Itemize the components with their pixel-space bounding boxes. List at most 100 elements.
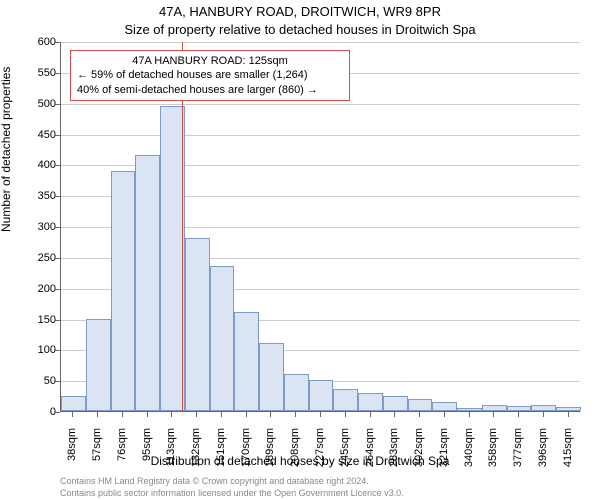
x-tick-label: 208sqm — [289, 428, 301, 478]
x-tick-mark — [568, 412, 569, 417]
y-axis-title: Number of detached properties — [0, 67, 13, 232]
x-tick-label: 321sqm — [438, 428, 450, 478]
y-tick-mark — [55, 320, 60, 321]
histogram-bar — [284, 374, 309, 411]
y-tick-mark — [55, 381, 60, 382]
x-tick-label: 377sqm — [512, 428, 524, 478]
histogram-bar — [135, 155, 160, 411]
y-tick-label: 400 — [16, 159, 56, 171]
annotation-line: ← 59% of detached houses are smaller (1,… — [77, 68, 343, 82]
x-tick-label: 340sqm — [463, 428, 475, 478]
x-tick-label: 396sqm — [537, 428, 549, 478]
x-tick-label: 189sqm — [264, 428, 276, 478]
histogram-bar — [61, 396, 86, 411]
y-tick-label: 100 — [16, 344, 56, 356]
histogram-bar — [160, 106, 185, 411]
x-tick-label: 170sqm — [240, 428, 252, 478]
x-tick-label: 38sqm — [66, 428, 78, 478]
y-tick-label: 250 — [16, 252, 56, 264]
y-tick-label: 150 — [16, 314, 56, 326]
gridline — [61, 135, 580, 136]
x-tick-mark — [518, 412, 519, 417]
x-tick-label: 95sqm — [141, 428, 153, 478]
x-tick-mark — [171, 412, 172, 417]
histogram-bar — [432, 402, 457, 411]
x-tick-mark — [72, 412, 73, 417]
y-tick-label: 450 — [16, 129, 56, 141]
x-tick-mark — [444, 412, 445, 417]
y-tick-mark — [55, 258, 60, 259]
annotation-line: 40% of semi-detached houses are larger (… — [77, 83, 343, 97]
y-tick-label: 500 — [16, 98, 56, 110]
x-tick-mark — [370, 412, 371, 417]
chart-title-main: 47A, HANBURY ROAD, DROITWICH, WR9 8PR — [0, 4, 600, 19]
x-tick-mark — [147, 412, 148, 417]
x-tick-label: 132sqm — [190, 428, 202, 478]
y-tick-label: 200 — [16, 283, 56, 295]
x-tick-label: 415sqm — [562, 428, 574, 478]
x-tick-mark — [493, 412, 494, 417]
x-tick-label: 227sqm — [314, 428, 326, 478]
y-tick-mark — [55, 104, 60, 105]
histogram-bar — [482, 405, 507, 411]
histogram-bar — [309, 380, 334, 411]
y-tick-mark — [55, 196, 60, 197]
x-tick-mark — [394, 412, 395, 417]
x-tick-mark — [97, 412, 98, 417]
y-tick-mark — [55, 289, 60, 290]
x-tick-mark — [295, 412, 296, 417]
y-tick-mark — [55, 73, 60, 74]
x-tick-mark — [246, 412, 247, 417]
histogram-bar — [86, 319, 111, 412]
y-tick-label: 300 — [16, 221, 56, 233]
histogram-bar — [210, 266, 235, 411]
histogram-bar — [507, 406, 532, 411]
x-tick-label: 57sqm — [91, 428, 103, 478]
histogram-bar — [259, 343, 284, 411]
x-tick-label: 76sqm — [116, 428, 128, 478]
x-tick-mark — [221, 412, 222, 417]
gridline — [61, 104, 580, 105]
histogram-bar — [383, 396, 408, 411]
footer-line-2: Contains public sector information licen… — [60, 488, 404, 498]
histogram-bar — [111, 171, 136, 412]
x-tick-label: 358sqm — [487, 428, 499, 478]
histogram-bar — [457, 408, 482, 411]
x-tick-mark — [122, 412, 123, 417]
y-tick-label: 600 — [16, 36, 56, 48]
x-tick-mark — [320, 412, 321, 417]
histogram-bar — [556, 407, 581, 411]
histogram-bar — [358, 393, 383, 412]
x-tick-mark — [345, 412, 346, 417]
y-tick-mark — [55, 412, 60, 413]
x-tick-label: 245sqm — [339, 428, 351, 478]
y-tick-label: 350 — [16, 190, 56, 202]
histogram-bar — [234, 312, 259, 411]
x-tick-mark — [270, 412, 271, 417]
y-tick-mark — [55, 350, 60, 351]
annotation-box: 47A HANBURY ROAD: 125sqm← 59% of detache… — [70, 50, 350, 101]
x-tick-label: 151sqm — [215, 428, 227, 478]
gridline — [61, 42, 580, 43]
y-tick-label: 550 — [16, 67, 56, 79]
x-tick-mark — [196, 412, 197, 417]
x-tick-label: 302sqm — [413, 428, 425, 478]
y-tick-mark — [55, 227, 60, 228]
histogram-bar — [531, 405, 556, 411]
x-tick-label: 264sqm — [364, 428, 376, 478]
histogram-bar — [333, 389, 358, 411]
y-tick-mark — [55, 135, 60, 136]
y-tick-mark — [55, 165, 60, 166]
y-tick-mark — [55, 42, 60, 43]
y-tick-label: 0 — [16, 406, 56, 418]
chart-title-sub: Size of property relative to detached ho… — [0, 22, 600, 37]
y-tick-label: 50 — [16, 375, 56, 387]
x-tick-mark — [543, 412, 544, 417]
annotation-line: 47A HANBURY ROAD: 125sqm — [77, 54, 343, 68]
histogram-bar — [185, 238, 210, 411]
x-tick-mark — [469, 412, 470, 417]
x-tick-label: 113sqm — [165, 428, 177, 478]
x-tick-label: 283sqm — [388, 428, 400, 478]
histogram-bar — [408, 399, 433, 411]
x-tick-mark — [419, 412, 420, 417]
